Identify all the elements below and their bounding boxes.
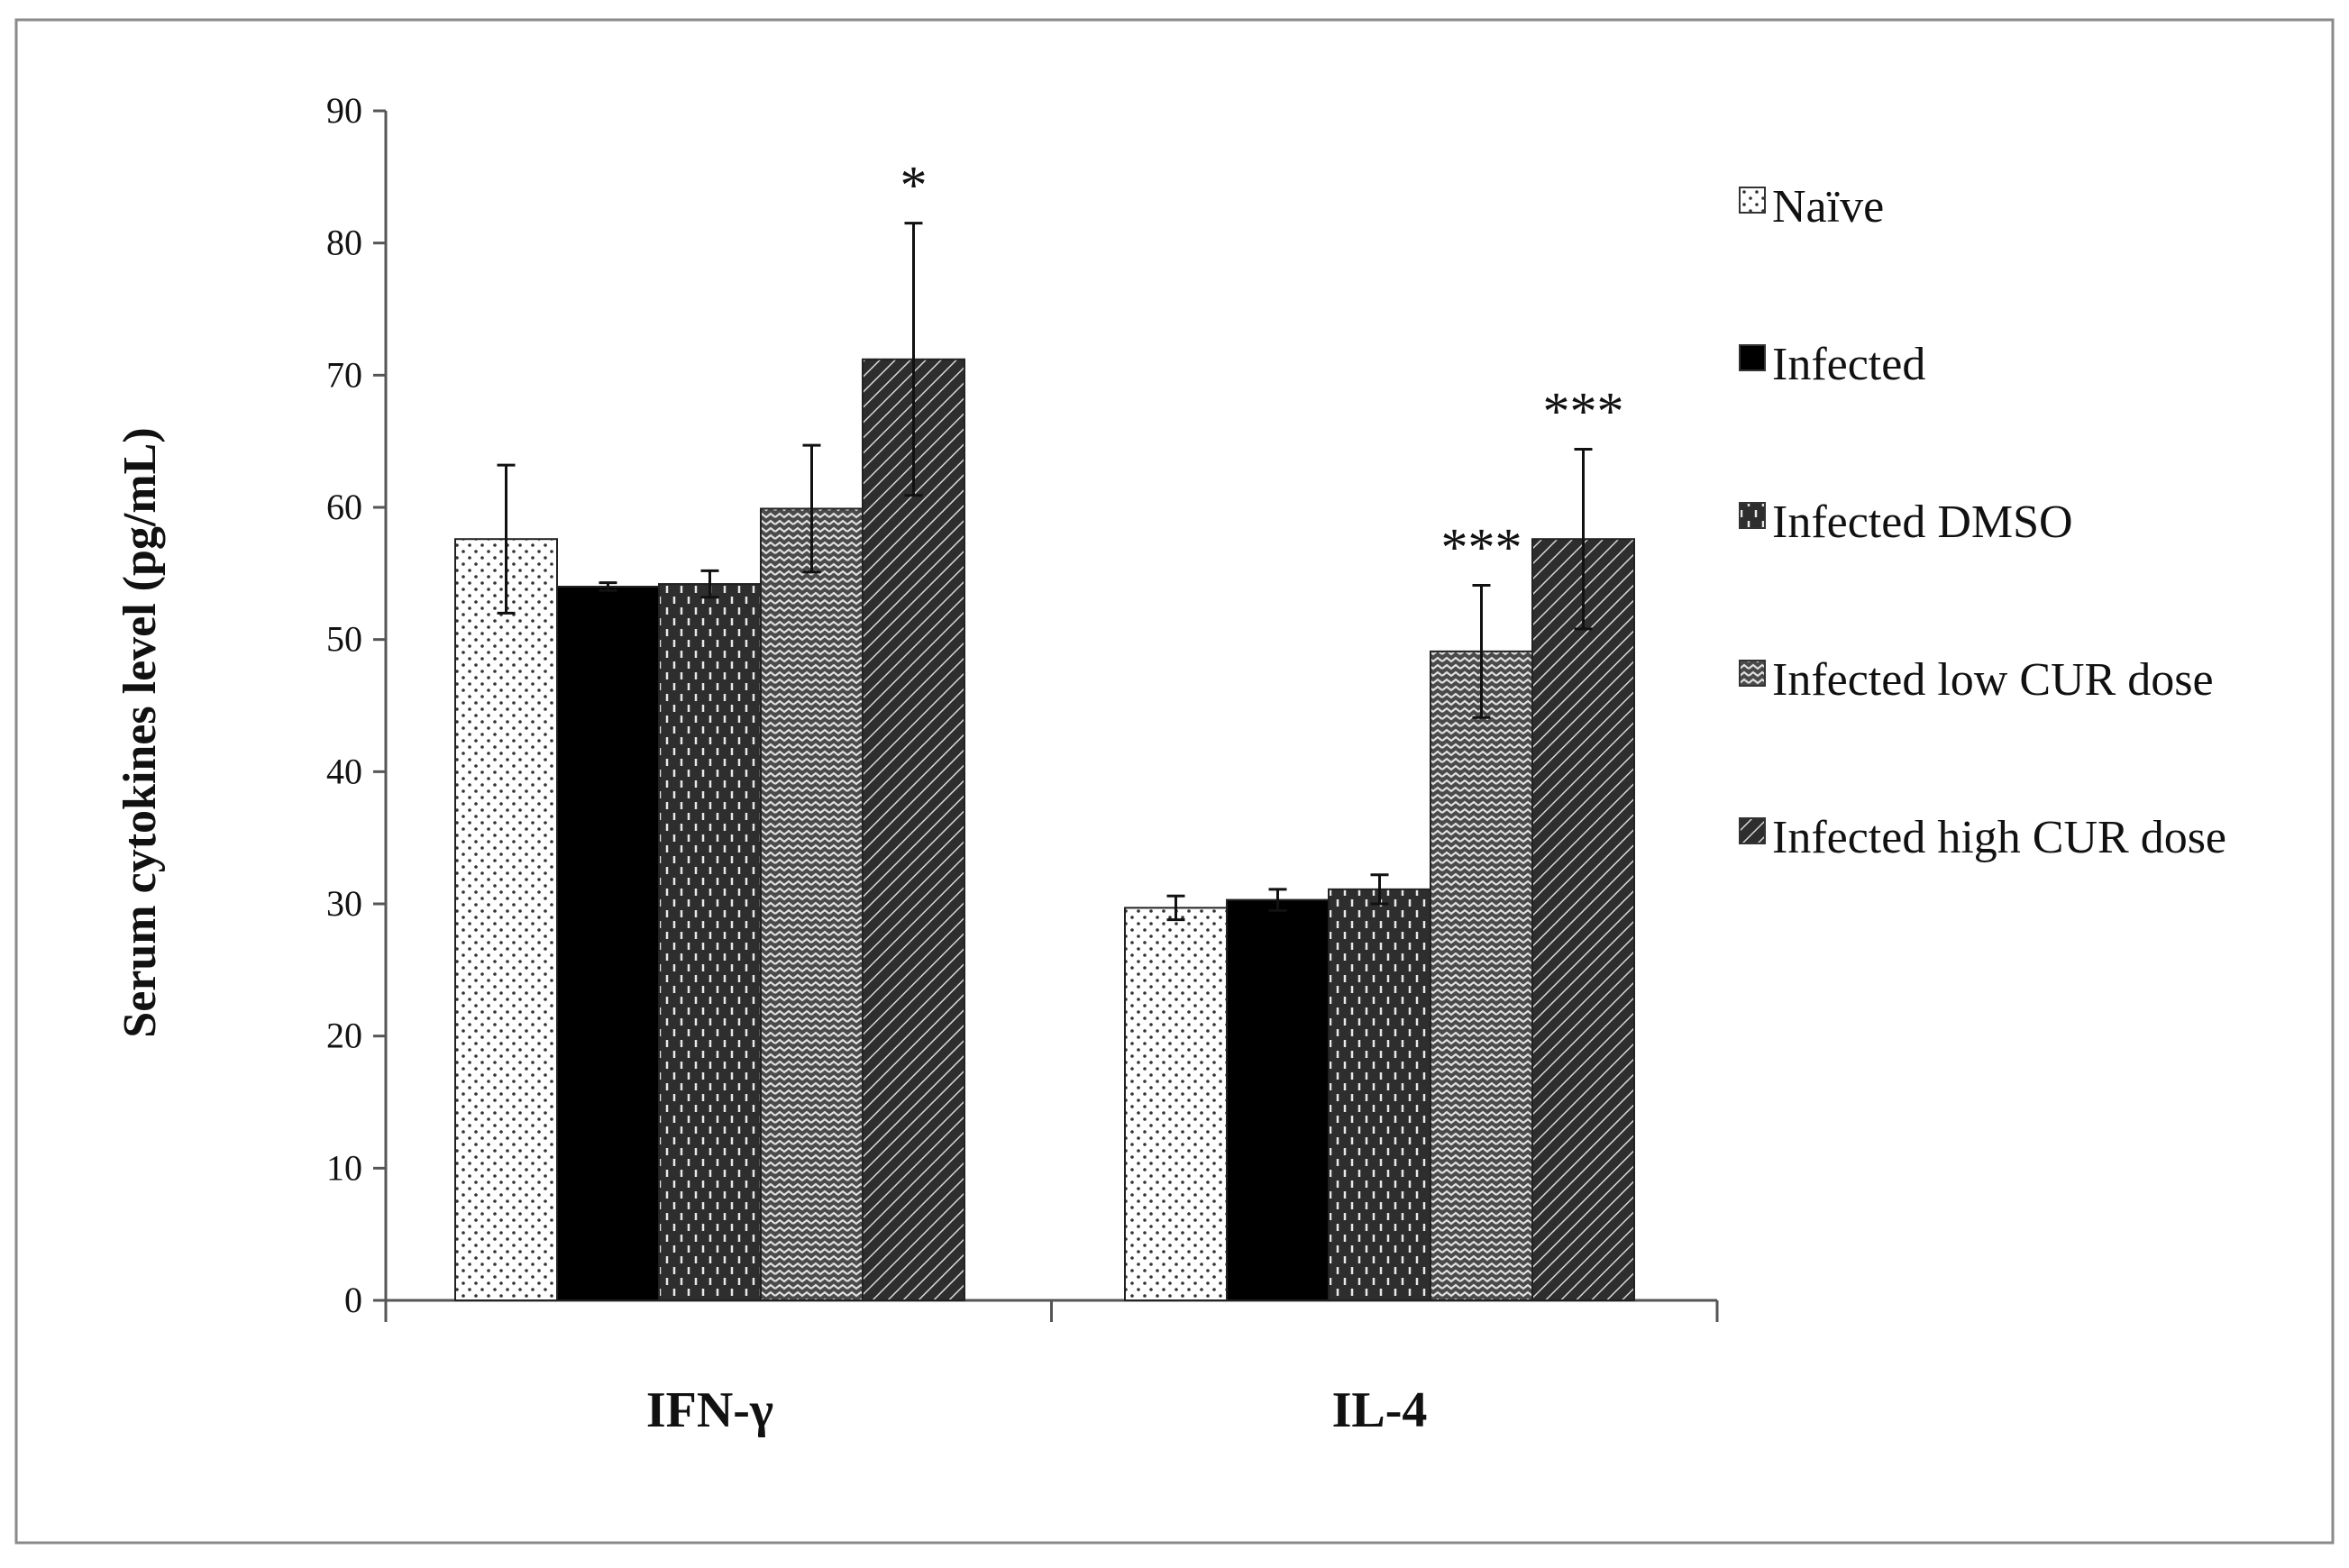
y-tick-label: 60 [326,487,362,527]
bar-zigzag-0 [760,507,864,1301]
significance-marker: *** [1441,518,1522,578]
legend-swatch-diagonal [1739,817,1766,844]
legend-label: Infected [1772,339,1925,390]
y-tick-label: 0 [344,1280,362,1320]
y-tick-label: 10 [326,1147,362,1188]
y-tick-label: 20 [326,1016,362,1056]
y-tick-label: 30 [326,883,362,924]
y-tick-label: 40 [326,751,362,791]
bar-diagonal-1 [1531,538,1635,1301]
figure-frame [14,18,2335,1545]
y-axis-title: Serum cytokines level (pg/mL) [114,427,166,1037]
legend-swatch-zigzag [1739,660,1766,687]
significance-marker: * [900,156,928,215]
legend-label: Infected high CUR dose [1772,812,2226,863]
bar-dots-1 [1124,907,1228,1302]
category-label: IFN-γ [646,1382,773,1438]
y-tick-label: 90 [326,90,362,131]
y-tick-label: 50 [326,619,362,660]
legend-label: Infected low CUR dose [1772,654,2214,706]
significance-marker: *** [1543,381,1624,441]
y-tick-label: 70 [326,354,362,395]
bar-zigzag-1 [1430,650,1533,1301]
legend-label: Infected DMSO [1772,497,2073,548]
bar-solid-0 [556,586,660,1301]
legend-swatch-dashes [1739,502,1766,529]
bar-solid-1 [1226,898,1330,1301]
bar-dots-0 [454,538,558,1301]
category-label: IL-4 [1332,1382,1428,1438]
legend-label: Naïve [1772,181,1884,232]
legend-swatch-dots [1739,187,1766,214]
legend-swatch-solid [1739,344,1766,371]
bar-diagonal-0 [862,358,965,1302]
bar-dashes-1 [1328,888,1431,1301]
y-tick-label: 80 [326,223,362,263]
bar-dashes-0 [658,583,762,1301]
